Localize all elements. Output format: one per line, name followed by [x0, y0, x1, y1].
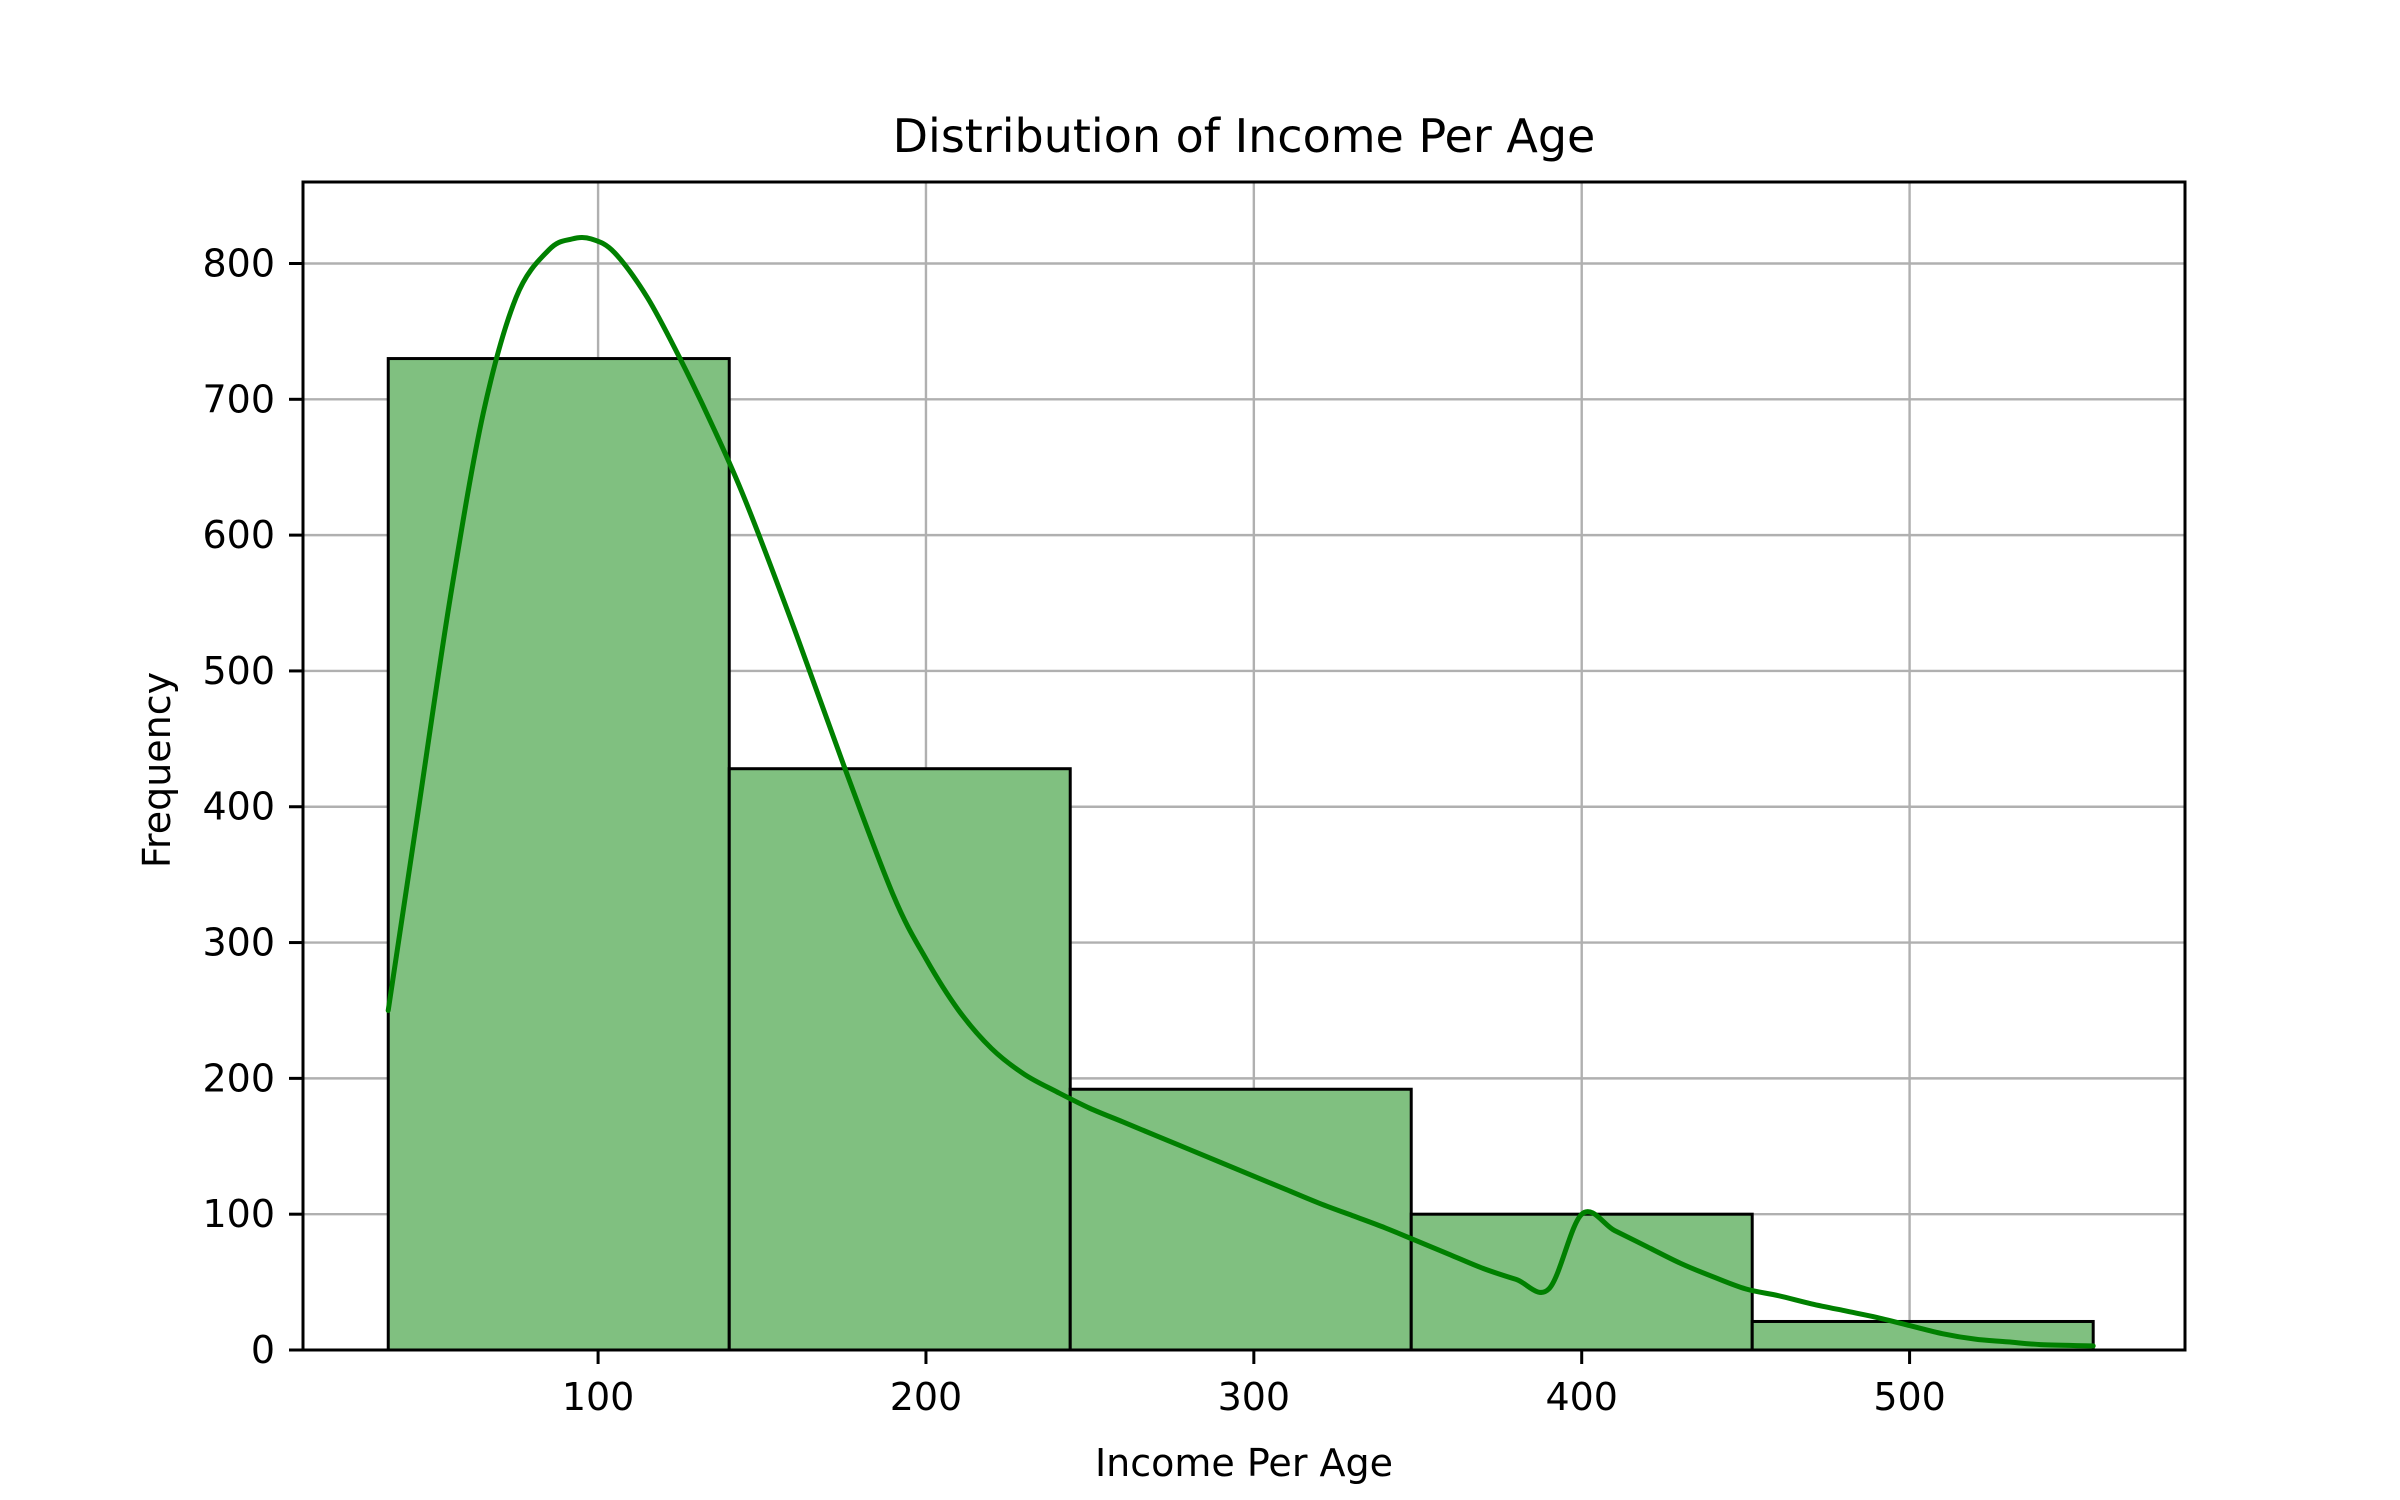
y-tick-label-300: 300: [202, 921, 275, 965]
x-tick-label-100: 100: [562, 1375, 635, 1419]
x-axis-label: Income Per Age: [1095, 1441, 1393, 1485]
chart-title: Distribution of Income Per Age: [893, 109, 1596, 163]
tick-marks: [289, 261, 1912, 1364]
y-tick-label-0: 0: [251, 1328, 275, 1372]
histogram-bars: [386, 357, 2095, 1352]
y-tick-label-800: 800: [202, 241, 275, 285]
y-tick-label-400: 400: [202, 785, 275, 829]
y-tick-label-600: 600: [202, 513, 275, 557]
x-tick-label-500: 500: [1873, 1375, 1946, 1419]
histogram-bar-4: [1409, 1212, 1754, 1352]
y-tick-label-700: 700: [202, 377, 275, 421]
y-tick-label-500: 500: [202, 649, 275, 693]
histogram-bar-2: [727, 767, 1072, 1352]
x-tick-label-400: 400: [1545, 1375, 1618, 1419]
tick-labels: 100 200 300 400 500 0 100 200 300 400 500 600 700 800: [202, 241, 1945, 1419]
histogram-bar-1: [386, 357, 731, 1352]
plot-frame: [301, 180, 2187, 1352]
y-tick-label-100: 100: [202, 1192, 275, 1236]
x-tick-label-300: 300: [1218, 1375, 1291, 1419]
kde-curve: [385, 235, 2096, 1349]
axes-frame: [301, 180, 2187, 1352]
y-tick-label-200: 200: [202, 1056, 275, 1100]
y-axis-label: Frequency: [135, 672, 179, 868]
kde-curve-layer: [385, 235, 2096, 1349]
x-tick-label-200: 200: [890, 1375, 963, 1419]
